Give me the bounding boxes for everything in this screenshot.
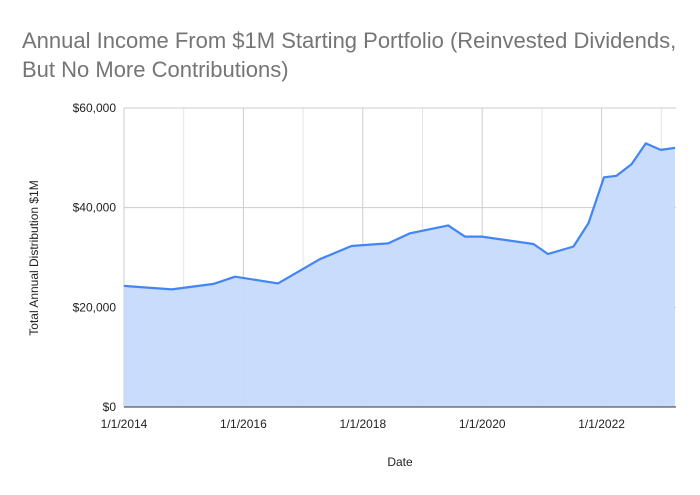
series-line bbox=[123, 142, 676, 291]
x-tick-label: 1/1/2014 bbox=[101, 417, 148, 431]
x-tick-label: 1/1/2020 bbox=[459, 417, 506, 431]
y-tick-label: $0 bbox=[103, 400, 117, 414]
x-tick-label: 1/1/2022 bbox=[578, 417, 625, 431]
y-tick-label: $40,000 bbox=[73, 201, 117, 215]
x-tick-label: 1/1/2016 bbox=[220, 417, 267, 431]
series-area bbox=[124, 143, 676, 407]
x-axis-title: Date bbox=[387, 455, 413, 469]
chart-title: Annual Income From $1M Starting Portfoli… bbox=[22, 28, 677, 82]
y-tick-label: $20,000 bbox=[73, 300, 117, 314]
x-tick-label: 1/1/2018 bbox=[339, 417, 386, 431]
y-axis-title: Total Annual Distribution $1M bbox=[27, 180, 41, 335]
y-tick-label: $60,000 bbox=[73, 101, 117, 115]
